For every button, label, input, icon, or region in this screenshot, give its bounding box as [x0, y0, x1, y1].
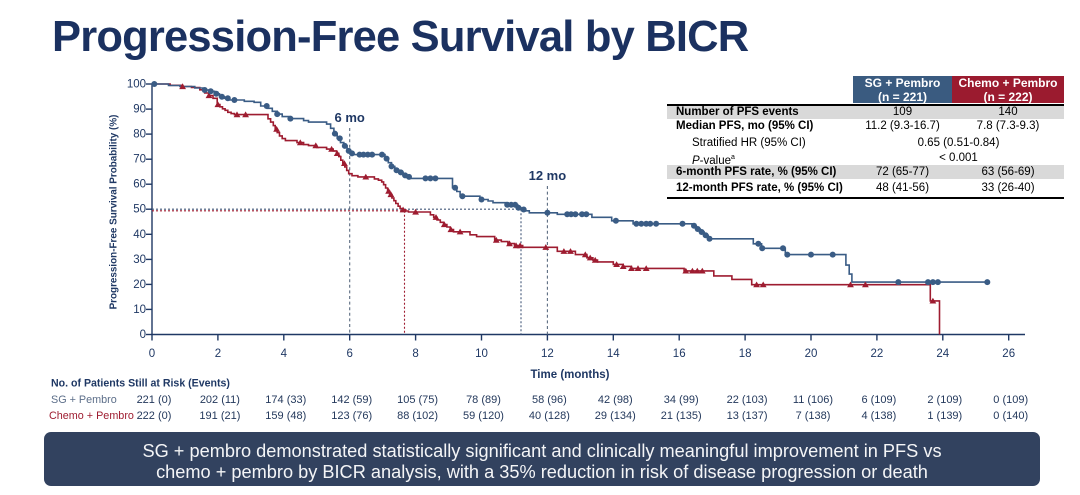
svg-text:40: 40 — [133, 229, 146, 241]
svg-text:90: 90 — [133, 104, 146, 116]
svg-text:18: 18 — [739, 348, 752, 360]
svg-text:202 (11): 202 (11) — [200, 394, 240, 406]
svg-text:40 (128): 40 (128) — [529, 410, 570, 422]
svg-text:20: 20 — [805, 348, 818, 360]
svg-text:2: 2 — [215, 348, 221, 360]
svg-text:80: 80 — [133, 129, 146, 141]
svg-text:70: 70 — [133, 154, 146, 166]
svg-text:29 (134): 29 (134) — [595, 410, 636, 422]
svg-text:59 (120): 59 (120) — [463, 410, 504, 422]
svg-text:12: 12 — [541, 348, 554, 360]
svg-text:174 (33): 174 (33) — [265, 394, 306, 406]
svg-text:Progression-Free Survival Prob: Progression-Free Survival Probability (%… — [109, 115, 120, 310]
svg-text:123 (76): 123 (76) — [331, 410, 372, 422]
svg-text:21 (135): 21 (135) — [661, 410, 702, 422]
svg-text:0: 0 — [149, 348, 155, 360]
svg-text:105 (75): 105 (75) — [397, 394, 438, 406]
svg-text:10: 10 — [475, 348, 488, 360]
svg-text:6: 6 — [346, 348, 352, 360]
svg-text:13 (137): 13 (137) — [727, 410, 768, 422]
svg-text:16: 16 — [673, 348, 686, 360]
svg-text:26: 26 — [1002, 348, 1015, 360]
svg-text:6 mo: 6 mo — [335, 110, 365, 125]
svg-text:221 (0): 221 (0) — [137, 394, 172, 406]
svg-text:8: 8 — [412, 348, 418, 360]
svg-text:2 (109): 2 (109) — [927, 394, 962, 406]
svg-text:0 (109): 0 (109) — [993, 394, 1028, 406]
svg-text:30: 30 — [133, 254, 146, 266]
svg-text:142 (59): 142 (59) — [331, 394, 372, 406]
svg-text:159 (48): 159 (48) — [265, 410, 306, 422]
svg-text:50: 50 — [133, 204, 146, 216]
svg-text:4 (138): 4 (138) — [861, 410, 896, 422]
svg-text:6 (109): 6 (109) — [861, 394, 896, 406]
svg-text:1 (139): 1 (139) — [927, 410, 962, 422]
svg-text:24: 24 — [936, 348, 949, 360]
svg-text:58 (96): 58 (96) — [532, 394, 567, 406]
svg-text:7 (138): 7 (138) — [796, 410, 831, 422]
svg-text:34 (99): 34 (99) — [664, 394, 699, 406]
svg-text:10: 10 — [133, 304, 146, 316]
svg-text:88 (102): 88 (102) — [397, 410, 438, 422]
svg-text:20: 20 — [133, 279, 146, 291]
svg-text:Time (months): Time (months) — [530, 369, 609, 381]
svg-text:191 (21): 191 (21) — [199, 410, 240, 422]
svg-text:0: 0 — [140, 329, 146, 341]
svg-text:222 (0): 222 (0) — [137, 410, 172, 422]
svg-text:0 (140): 0 (140) — [993, 410, 1028, 422]
svg-text:SG + Pembro: SG + Pembro — [51, 394, 117, 406]
svg-text:Chemo + Pembro: Chemo + Pembro — [49, 410, 134, 422]
svg-text:22: 22 — [871, 348, 884, 360]
svg-text:78 (89): 78 (89) — [466, 394, 501, 406]
svg-text:14: 14 — [607, 348, 620, 360]
svg-text:60: 60 — [133, 179, 146, 191]
svg-text:12 mo: 12 mo — [529, 168, 567, 183]
svg-text:No. of Patients Still at Risk: No. of Patients Still at Risk (Events) — [51, 378, 230, 390]
svg-text:4: 4 — [281, 348, 288, 360]
svg-text:42 (98): 42 (98) — [598, 394, 633, 406]
svg-text:22 (103): 22 (103) — [727, 394, 768, 406]
svg-text:11 (106): 11 (106) — [793, 394, 833, 406]
svg-text:100: 100 — [127, 79, 146, 91]
